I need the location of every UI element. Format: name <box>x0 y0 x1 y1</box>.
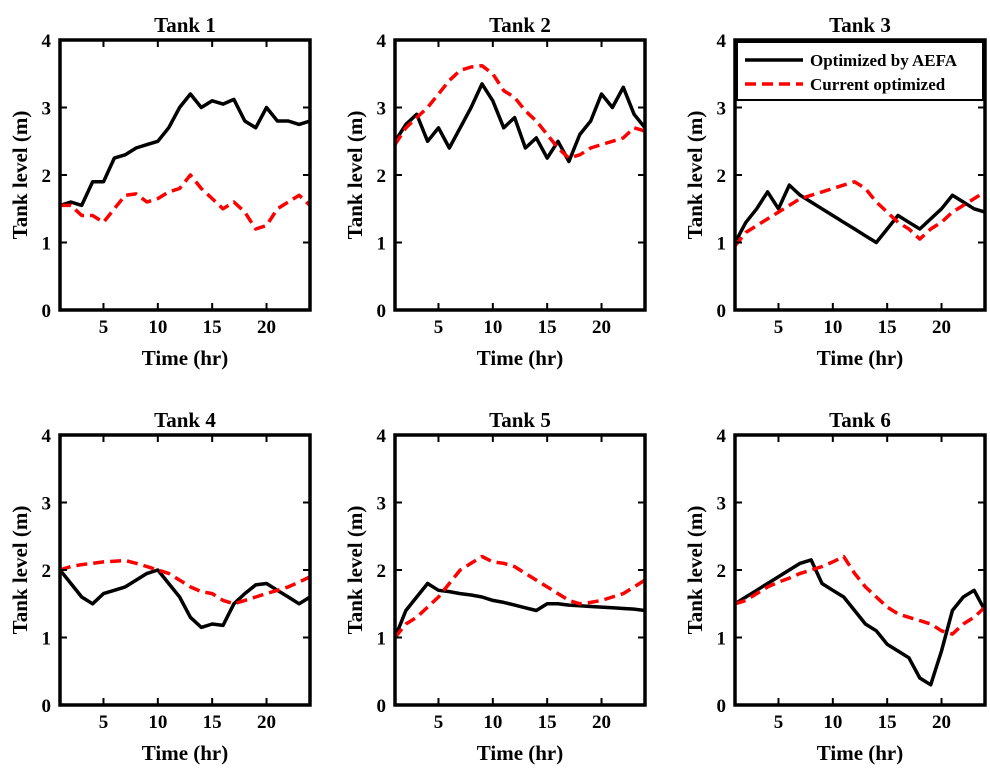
x-tick-label: 15 <box>538 317 557 338</box>
x-tick-label: 10 <box>823 712 842 733</box>
x-tick-label: 10 <box>483 317 502 338</box>
subplot-title: Tank 3 <box>829 13 891 37</box>
y-tick-label: 4 <box>42 426 52 447</box>
y-tick-label: 0 <box>377 301 387 322</box>
x-tick-label: 10 <box>483 712 502 733</box>
x-tick-label: 5 <box>774 712 784 733</box>
subplot-1: 5 10 15 20 0 1 2 3 4 Tank 1 Time (hr) Tank level (m… <box>8 13 312 370</box>
y-tick-label: 0 <box>42 301 52 322</box>
x-tick-label: 5 <box>434 317 444 338</box>
y-tick-label: 2 <box>42 561 52 582</box>
y-tick-label: 1 <box>42 234 52 255</box>
y-tick-label: 3 <box>377 99 387 120</box>
y-tick-label: 3 <box>717 99 727 120</box>
y-tick-label: 2 <box>377 166 387 187</box>
y-axis-label: Tank level (m) <box>343 111 367 240</box>
subplot-5: 5 10 15 20 0 1 2 3 4 Tank 5 Time (hr) Tank level (m… <box>343 408 647 765</box>
y-tick-label: 0 <box>377 696 387 717</box>
subplot-title: Tank 1 <box>154 13 216 37</box>
legend-box <box>736 41 984 101</box>
y-tick-label: 0 <box>717 696 727 717</box>
x-tick-label: 5 <box>434 712 444 733</box>
legend-label: Current optimized <box>810 75 946 94</box>
x-tick-label: 20 <box>592 317 611 338</box>
y-axis-label: Tank level (m) <box>8 111 32 240</box>
x-tick-label: 5 <box>99 317 109 338</box>
y-axis-label: Tank level (m) <box>343 506 367 635</box>
axes-box <box>733 433 987 707</box>
legend-label: Optimized by AEFA <box>810 51 958 70</box>
series-line-current <box>395 554 645 639</box>
y-tick-label: 1 <box>42 629 52 650</box>
x-axis-label: Time (hr) <box>817 741 904 765</box>
x-axis-label: Time (hr) <box>142 741 229 765</box>
series-line-aefa <box>735 558 985 687</box>
y-tick-label: 2 <box>717 166 727 187</box>
series-line-aefa <box>395 581 645 639</box>
x-axis-label: Time (hr) <box>477 346 564 370</box>
y-axis-label: Tank level (m) <box>683 111 707 240</box>
x-tick-label: 5 <box>774 317 784 338</box>
subplot-title: Tank 2 <box>489 13 551 37</box>
x-tick-label: 20 <box>257 317 276 338</box>
series-line-current <box>60 558 310 606</box>
x-axis-label: Time (hr) <box>477 741 564 765</box>
axes-box <box>58 38 312 312</box>
y-tick-label: 0 <box>42 696 52 717</box>
x-tick-label: 15 <box>538 712 557 733</box>
x-tick-label: 15 <box>878 712 897 733</box>
subplot-title: Tank 6 <box>829 408 891 432</box>
x-tick-label: 10 <box>148 317 167 338</box>
y-tick-label: 3 <box>717 494 727 515</box>
y-tick-label: 2 <box>717 561 727 582</box>
x-tick-label: 10 <box>823 317 842 338</box>
y-tick-label: 2 <box>377 561 387 582</box>
subplot-3: 5 10 15 20 0 1 2 3 4 Tank 3 Time (hr) Tank level (m… <box>683 13 987 370</box>
y-axis-label: Tank level (m) <box>8 506 32 635</box>
x-tick-label: 20 <box>932 317 951 338</box>
series-line-aefa <box>735 183 985 245</box>
y-tick-label: 4 <box>42 31 52 52</box>
y-tick-label: 3 <box>42 99 52 120</box>
y-tick-label: 1 <box>717 234 727 255</box>
x-tick-label: 5 <box>99 712 109 733</box>
x-tick-label: 10 <box>148 712 167 733</box>
y-tick-label: 1 <box>377 234 387 255</box>
y-tick-label: 4 <box>717 31 727 52</box>
axes-box <box>58 433 312 707</box>
series-line-current <box>735 180 985 247</box>
subplot-title: Tank 5 <box>489 408 551 432</box>
x-tick-label: 15 <box>203 712 222 733</box>
y-tick-label: 2 <box>42 166 52 187</box>
series-line-current <box>735 554 985 636</box>
x-tick-label: 15 <box>203 317 222 338</box>
y-tick-label: 0 <box>717 301 727 322</box>
series-line-aefa <box>60 568 310 630</box>
axes-box <box>393 38 647 312</box>
y-tick-label: 3 <box>377 494 387 515</box>
subplot-6: 5 10 15 20 0 1 2 3 4 Tank 6 Time (hr) Tank level (m… <box>683 408 987 765</box>
y-tick-label: 4 <box>377 426 387 447</box>
y-tick-label: 1 <box>377 629 387 650</box>
x-axis-label: Time (hr) <box>142 346 229 370</box>
series-line-aefa <box>60 92 310 208</box>
x-tick-label: 20 <box>592 712 611 733</box>
series-line-aefa <box>395 82 645 164</box>
y-tick-label: 4 <box>717 426 727 447</box>
x-axis-label: Time (hr) <box>817 346 904 370</box>
y-axis-label: Tank level (m) <box>683 506 707 635</box>
y-tick-label: 3 <box>42 494 52 515</box>
subplot-2: 5 10 15 20 0 1 2 3 4 Tank 2 Time (hr) Tank level (m… <box>343 13 647 370</box>
series-line-current <box>395 63 645 160</box>
subplot-title: Tank 4 <box>154 408 216 432</box>
x-tick-label: 20 <box>257 712 276 733</box>
x-tick-label: 15 <box>878 317 897 338</box>
y-tick-label: 4 <box>377 31 387 52</box>
legend: Optimized by AEFA Current optimized <box>736 41 984 101</box>
subplot-4: 5 10 15 20 0 1 2 3 4 Tank 4 Time (hr) Tank level (m… <box>8 408 312 765</box>
y-tick-label: 1 <box>717 629 727 650</box>
x-tick-label: 20 <box>932 712 951 733</box>
